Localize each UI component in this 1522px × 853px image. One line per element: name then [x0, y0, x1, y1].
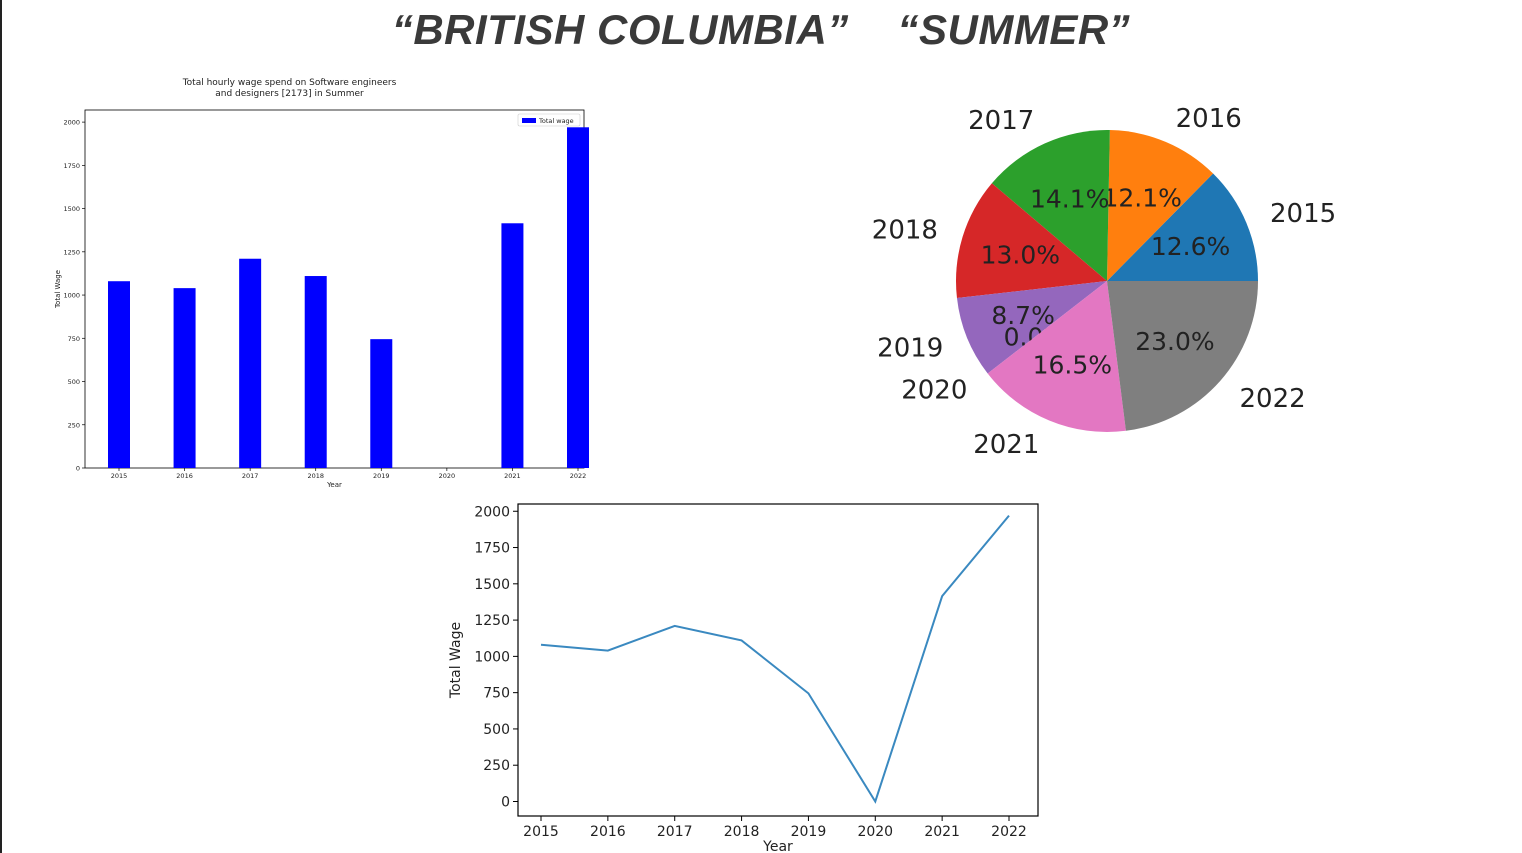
- line-y-tick-label: 0: [501, 794, 510, 810]
- bar-2021: [501, 223, 523, 468]
- line-x-axis-label: Year: [762, 839, 793, 853]
- pie-label-2016: 2016: [1176, 104, 1242, 134]
- bar-2022: [567, 127, 589, 468]
- pie-label-2017: 2017: [968, 106, 1034, 136]
- line-x-tick-label: 2017: [657, 824, 693, 840]
- bar-chart-svg: Total hourly wage spend on Software engi…: [40, 70, 600, 495]
- bar-2016: [174, 288, 196, 468]
- line-y-tick-label: 2000: [474, 504, 510, 520]
- pie-chart-svg: 2015 12.6% 2016 12.1% 2017 14.1% 2018 13.0% 2019…: [860, 78, 1360, 478]
- line-x-tick-label: 2015: [523, 824, 559, 840]
- bar-2017: [239, 259, 261, 468]
- pie-pct-2015: 12.6%: [1151, 232, 1230, 261]
- line-y-tick-label: 750: [483, 686, 510, 702]
- bar-y-tick-label: 1750: [63, 162, 80, 170]
- pie-label-2019: 2019: [877, 334, 943, 364]
- pie-label-2018: 2018: [872, 216, 938, 246]
- bar-y-axis-label: Total Wage: [54, 270, 62, 309]
- bar-y-tick-label: 250: [68, 421, 80, 429]
- line-y-tick-label: 1250: [474, 613, 510, 629]
- bar-legend-swatch: [522, 118, 536, 123]
- bar-x-tick-label: 2022: [570, 472, 587, 480]
- title-region: “BRITISH COLUMBIA”: [392, 6, 849, 53]
- bar-x-axis-label: Year: [326, 481, 342, 489]
- bar-y-tick-label: 0: [76, 465, 80, 473]
- line-chart: 0 250 500 750 1000 1250 1500 1750 2000 2015 2016 20…: [440, 496, 1060, 853]
- bar-x-tick-label: 2017: [242, 472, 259, 480]
- line-x-tick-label: 2018: [724, 824, 760, 840]
- pie-label-2020: 2020: [901, 375, 967, 405]
- bar-x-tick-label: 2018: [307, 472, 324, 480]
- pie-label-2021: 2021: [973, 430, 1039, 460]
- line-x-tick-label: 2022: [991, 824, 1027, 840]
- bar-chart-title-line: and designers [2173] in Summer: [215, 89, 364, 99]
- bar-y-tick-label: 2000: [63, 119, 80, 127]
- line-x-tick-label: 2016: [590, 824, 626, 840]
- left-border: [0, 0, 2, 853]
- title-season: “SUMMER”: [898, 6, 1131, 53]
- line-y-tick-label: 1750: [474, 541, 510, 557]
- bar-x-tick-label: 2020: [439, 472, 456, 480]
- bar-y-tick-label: 1250: [63, 248, 80, 256]
- line-y-axis-label: Total Wage: [448, 622, 464, 699]
- bar-x-tick-label: 2019: [373, 472, 390, 480]
- bar-x-tick-label: 2015: [111, 472, 128, 480]
- bar-chart-title: Total hourly wage spend on Software engi…: [182, 78, 397, 99]
- slide-title: “BRITISH COLUMBIA” “SUMMER”: [0, 6, 1522, 54]
- bar-y-tick-label: 500: [68, 378, 80, 386]
- line-x-tick-label: 2021: [924, 824, 960, 840]
- line-y-tick-label: 500: [483, 722, 510, 738]
- bar-y-tick-label: 750: [68, 335, 80, 343]
- bar-2018: [305, 276, 327, 468]
- pie-label-2015: 2015: [1270, 199, 1336, 229]
- bar-x-tick-label: 2021: [504, 472, 521, 480]
- bar-chart-title-line: Total hourly wage spend on Software engi…: [182, 78, 397, 88]
- bar-y-tick-label: 1500: [63, 205, 80, 213]
- bar-2019: [370, 339, 392, 468]
- bar-legend-label: Total wage: [538, 117, 574, 125]
- line-y-tick-label: 1000: [474, 649, 510, 665]
- pie-pct-2022: 23.0%: [1135, 327, 1214, 356]
- line-plot-frame: [518, 504, 1038, 816]
- line-series-total-wage: [541, 516, 1009, 802]
- bar-2015: [108, 281, 130, 468]
- bar-y-tick-label: 1000: [63, 292, 80, 300]
- line-y-tick-label: 250: [483, 758, 510, 774]
- pie-pct-2017: 14.1%: [1030, 184, 1109, 213]
- pie-pct-2021: 16.5%: [1033, 351, 1112, 380]
- pie-pct-2018: 13.0%: [981, 241, 1060, 270]
- bar-x-tick-label: 2016: [176, 472, 193, 480]
- pie-pct-2016: 12.1%: [1102, 184, 1181, 213]
- line-y-tick-label: 1500: [474, 577, 510, 593]
- bar-chart: Total hourly wage spend on Software engi…: [40, 70, 600, 495]
- line-x-tick-label: 2020: [857, 824, 893, 840]
- pie-chart: 2015 12.6% 2016 12.1% 2017 14.1% 2018 13.0% 2019…: [860, 78, 1360, 478]
- pie-label-2022: 2022: [1240, 384, 1306, 414]
- line-x-tick-label: 2019: [791, 824, 827, 840]
- line-chart-svg: 0 250 500 750 1000 1250 1500 1750 2000 2015 2016 20…: [440, 496, 1060, 853]
